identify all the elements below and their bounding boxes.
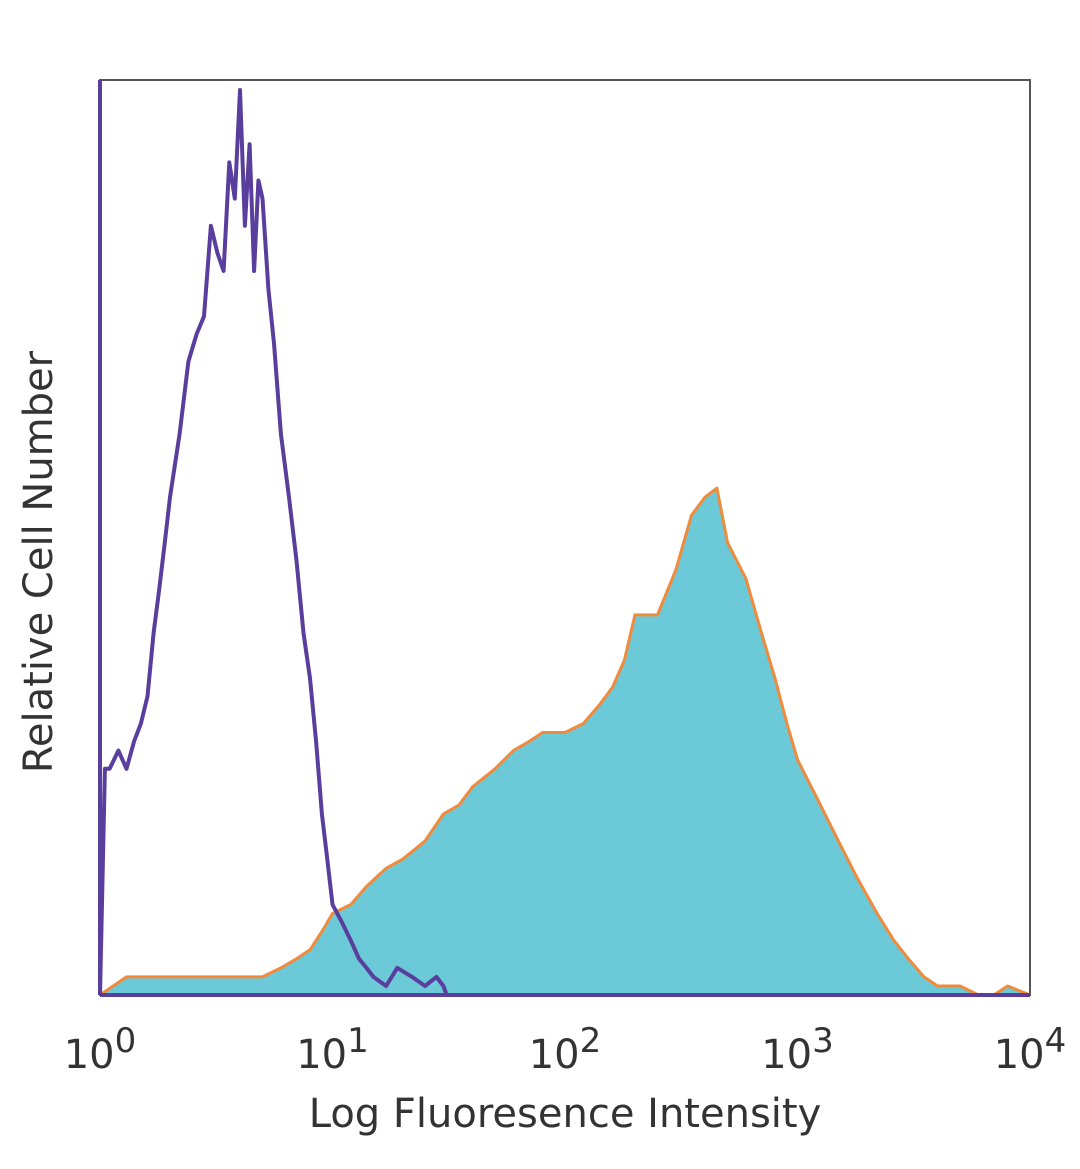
x-tick-base: 10 [529, 1032, 580, 1078]
x-tick-labels: 100 101 102 103 104 [64, 1021, 1067, 1078]
x-tick-label: 101 [296, 1021, 369, 1078]
outline-histogram-line [98, 88, 459, 997]
x-axis-label: Log Fluoresence Intensity [309, 1091, 822, 1137]
filled-histogram-area [100, 488, 1030, 995]
x-tick-base: 10 [761, 1032, 812, 1078]
x-tick-exponent: 3 [812, 1021, 834, 1061]
x-tick-exponent: 1 [347, 1021, 369, 1061]
x-tick-base: 10 [64, 1032, 115, 1078]
x-tick-base: 10 [296, 1032, 347, 1078]
x-tick-base: 10 [994, 1032, 1045, 1078]
x-tick-exponent: 4 [1045, 1021, 1067, 1061]
plot-area [98, 79, 1031, 997]
filled-histogram-edge [99, 486, 1031, 997]
x-tick-exponent: 2 [580, 1021, 602, 1061]
x-tick-exponent: 0 [115, 1021, 137, 1061]
x-tick-label: 104 [994, 1021, 1067, 1078]
x-tick-label: 100 [64, 1021, 137, 1078]
x-tick-label: 103 [761, 1021, 834, 1078]
x-tick-label: 102 [529, 1021, 602, 1078]
y-axis-label: Relative Cell Number [16, 350, 62, 773]
